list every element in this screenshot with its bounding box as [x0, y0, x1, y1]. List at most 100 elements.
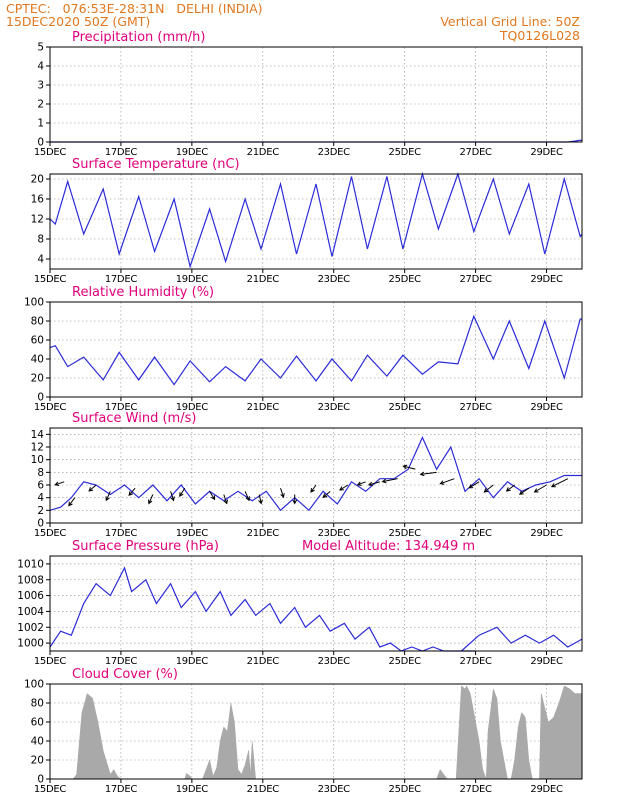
wind-arrow	[483, 484, 494, 493]
ytick-label: 1	[37, 118, 44, 130]
ytick-label: 40	[31, 736, 44, 748]
panel-pres: 1000 1002 1004 1006 1008 1010 15DEC 17DEC 19DEC 2…	[17, 539, 583, 667]
panel-annotation: Model Altitude: 134.949 m	[302, 539, 475, 554]
wind-arrow	[322, 490, 331, 499]
wind-arrow	[356, 481, 366, 486]
xtick-label: 29DEC	[530, 147, 563, 158]
ytick-label: 1002	[17, 622, 44, 634]
ytick-label: 1004	[17, 606, 44, 618]
wind-arrow	[209, 491, 216, 501]
xtick-label: 25DEC	[389, 147, 422, 158]
wind-arrow	[339, 484, 349, 491]
panel-title: Precipitation (mm/h)	[72, 30, 205, 45]
xtick-label: 19DEC	[176, 656, 209, 667]
wind-arrow	[280, 488, 285, 499]
ytick-label: 8	[37, 234, 44, 246]
xtick-label: 15DEC	[34, 528, 67, 539]
ytick-label: 3	[37, 80, 44, 92]
xtick-label: 23DEC	[318, 147, 351, 158]
plot-frame	[49, 173, 583, 270]
wind-arrow	[223, 494, 228, 505]
xtick-label: 21DEC	[247, 784, 280, 795]
ytick-label: 0	[37, 137, 44, 149]
ytick-label: 10	[31, 454, 44, 466]
header-location: CPTEC: 076:53E-28:31N DELHI (INDIA)	[6, 1, 263, 16]
wind-arrow	[419, 471, 437, 477]
xtick-label: 27DEC	[459, 402, 492, 413]
ytick-label: 20	[31, 755, 44, 767]
ytick-label: 80	[31, 316, 44, 328]
wind-arrow	[105, 491, 111, 502]
wind-arrow	[381, 478, 398, 484]
ytick-label: 1008	[17, 574, 44, 586]
ytick-label: 20	[31, 373, 44, 385]
xtick-label: 25DEC	[389, 784, 422, 795]
panel-title: Surface Temperature (nC)	[72, 157, 240, 172]
ytick-label: 4	[37, 492, 44, 504]
wind-arrow	[88, 484, 97, 492]
ytick-label: 40	[31, 354, 44, 366]
plot-frame	[49, 46, 583, 143]
xtick-label: 29DEC	[530, 784, 563, 795]
xtick-label: 17DEC	[105, 656, 138, 667]
xtick-label: 23DEC	[318, 402, 351, 413]
rh-line-0	[49, 314, 582, 386]
plot-frame	[49, 427, 583, 524]
wind-arrow	[68, 497, 76, 507]
xtick-label: 25DEC	[389, 274, 422, 285]
wind-arrow	[402, 464, 416, 470]
xtick-label: 27DEC	[459, 656, 492, 667]
ytick-label: 8	[37, 467, 44, 479]
xtick-label: 27DEC	[459, 147, 492, 158]
ytick-label: 60	[31, 335, 44, 347]
xtick-label: 19DEC	[176, 528, 209, 539]
wind-arrow	[550, 478, 569, 488]
panel-rh: 0 20 40 60 80 100 15DEC 17DEC 19DEC 21DEC 23DEC 25D…	[24, 285, 583, 413]
xtick-label: 19DEC	[176, 274, 209, 285]
xtick-label: 21DEC	[247, 402, 280, 413]
ytick-label: 12	[31, 214, 44, 226]
wind-arrow	[148, 494, 154, 505]
panel-temp: 4 8 12 16 20 15DEC 17DEC 19DEC 21DEC 23DEC 25DEC 27…	[31, 157, 583, 285]
xtick-label: 17DEC	[105, 784, 138, 795]
ytick-label: 100	[24, 297, 44, 309]
xtick-label: 25DEC	[389, 528, 422, 539]
wind-arrow	[439, 478, 455, 485]
plot-frame	[49, 301, 583, 398]
panel-title: Surface Pressure (hPa)	[72, 539, 219, 554]
xtick-label: 19DEC	[176, 402, 209, 413]
xtick-label: 27DEC	[459, 528, 492, 539]
xtick-label: 17DEC	[105, 402, 138, 413]
wind-arrow	[468, 481, 480, 489]
header-vertical-grid-line: Vertical Grid Line: 50Z	[440, 14, 580, 29]
ytick-label: 4	[37, 61, 44, 73]
xtick-label: 21DEC	[247, 656, 280, 667]
xtick-label: 21DEC	[247, 528, 280, 539]
ytick-label: 0	[37, 774, 44, 786]
ytick-label: 80	[31, 698, 44, 710]
ytick-label: 1000	[17, 638, 44, 650]
xtick-label: 15DEC	[34, 402, 67, 413]
ytick-label: 6	[37, 480, 44, 492]
wind-arrow	[310, 484, 317, 493]
panel-title: Relative Humidity (%)	[72, 285, 214, 300]
panel-precip: 0 1 2 3 4 5 15DEC 17DEC 19DEC 21DEC 23DEC 25DEC 27DE…	[34, 30, 583, 158]
xtick-label: 21DEC	[247, 147, 280, 158]
xtick-label: 27DEC	[459, 784, 492, 795]
temp-line-0	[49, 171, 583, 269]
xtick-label: 25DEC	[389, 656, 422, 667]
xtick-label: 23DEC	[318, 528, 351, 539]
xtick-label: 15DEC	[34, 274, 67, 285]
ytick-label: 12	[31, 442, 44, 454]
pres-line-0	[49, 566, 476, 652]
wind-arrow	[518, 487, 530, 495]
wind-arrow	[54, 481, 65, 487]
xtick-label: 17DEC	[105, 274, 138, 285]
xtick-label: 17DEC	[105, 528, 138, 539]
ytick-label: 100	[24, 679, 44, 691]
xtick-label: 29DEC	[530, 656, 563, 667]
wind-arrow	[533, 484, 547, 493]
